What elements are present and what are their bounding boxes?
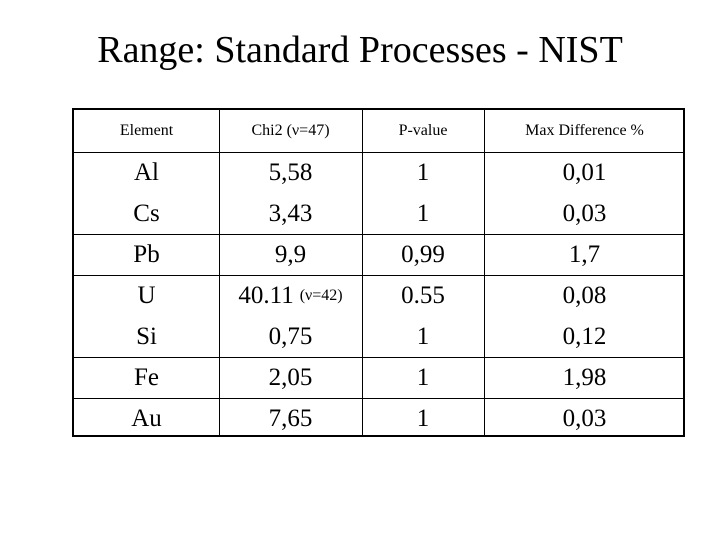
row-divider — [74, 357, 683, 358]
table-cell: Cs — [74, 193, 219, 234]
cell-text: 0,75 — [268, 322, 313, 350]
table-cell: 1 — [362, 316, 484, 357]
cell-text: Au — [131, 404, 162, 432]
table-cell: Al — [74, 152, 219, 193]
row-divider — [74, 275, 683, 276]
table-cell: 0.55 — [362, 275, 484, 316]
cell-text: 1 — [416, 322, 430, 350]
column-divider — [362, 110, 363, 435]
cell-text: 2,05 — [268, 363, 313, 391]
table-cell: 0,99 — [362, 234, 484, 275]
cell-text: 1 — [416, 158, 430, 186]
table: Element Chi2 (ν=47) P-value Max Difference … — [72, 108, 685, 437]
cell-note: (ν=42) — [299, 286, 343, 304]
header-cell: Element — [119, 122, 174, 139]
table-cell: 1 — [362, 398, 484, 439]
cell-text: 1,7 — [568, 240, 601, 268]
table-cell: 0,12 — [484, 316, 685, 357]
row-divider — [74, 398, 683, 399]
header-cell: Max Difference % — [525, 122, 644, 139]
table-cell: 1 — [362, 193, 484, 234]
table-cell: Si — [74, 316, 219, 357]
table-cell: 1,98 — [484, 357, 685, 398]
table-cell: U — [74, 275, 219, 316]
table-cell: Au — [74, 398, 219, 439]
cell-text: 0,03 — [562, 199, 607, 227]
table-cell: 3,43 — [219, 193, 362, 234]
header-cell: P-value — [398, 122, 448, 139]
slide-title: Range: Standard Processes - NIST — [97, 29, 623, 71]
row-divider — [74, 152, 683, 153]
table-cell: Pb — [74, 234, 219, 275]
table-cell: 0,03 — [484, 193, 685, 234]
cell-text: 0,03 — [562, 404, 607, 432]
cell-text: Si — [136, 322, 157, 350]
cell-text: 9,9 — [274, 240, 307, 268]
column-divider — [219, 110, 220, 435]
table-cell: 0,01 — [484, 152, 685, 193]
cell-text: Cs — [133, 199, 160, 227]
cell-text: 0,08 — [562, 281, 607, 309]
cell-text: U — [137, 281, 156, 309]
table-cell: 0,75 — [219, 316, 362, 357]
table-cell: 7,65 — [219, 398, 362, 439]
table-cell: 0,08 — [484, 275, 685, 316]
table-cell: 0,03 — [484, 398, 685, 439]
cell-text: 5,58 — [268, 158, 313, 186]
table-cell: 2,05 — [219, 357, 362, 398]
cell-text: 0,01 — [562, 158, 607, 186]
cell-text: 3,43 — [268, 199, 313, 227]
table-cell: Fe — [74, 357, 219, 398]
cell-text: Fe — [134, 363, 159, 391]
cell-text: 1,98 — [562, 363, 607, 391]
cell-text: 0.55 — [401, 281, 445, 309]
cell-text: 0,99 — [401, 240, 445, 268]
cell-text: Al — [134, 158, 159, 186]
table-cell: 9,9 — [219, 234, 362, 275]
table-cell: 1 — [362, 357, 484, 398]
column-divider — [484, 110, 485, 435]
header-cell: Chi2 (ν=47) — [251, 122, 330, 139]
row-divider — [74, 234, 683, 235]
cell-text: 0,12 — [562, 322, 607, 350]
table-cell: 1,7 — [484, 234, 685, 275]
cell-text: Pb — [133, 240, 160, 268]
cell-text: 7,65 — [268, 404, 313, 432]
table-cell: 1 — [362, 152, 484, 193]
table-cell: 40.11 (ν=42) — [219, 275, 362, 316]
cell-text: 1 — [416, 363, 430, 391]
cell-text: 40.11 — [238, 281, 294, 309]
cell-text: 1 — [416, 199, 430, 227]
cell-text: 1 — [416, 404, 430, 432]
table-cell: 5,58 — [219, 152, 362, 193]
